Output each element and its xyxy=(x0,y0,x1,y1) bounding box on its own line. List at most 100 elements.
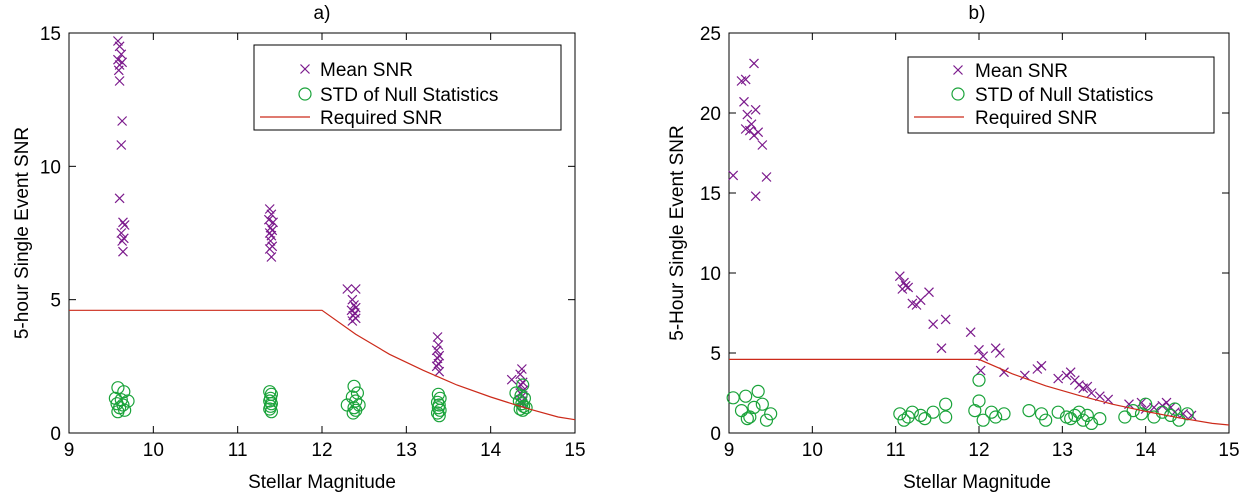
mean-snr-point-a xyxy=(119,220,130,230)
mean-snr-point-a xyxy=(433,340,444,350)
y-tick-label-b: 0 xyxy=(710,424,721,445)
null-std-point-b xyxy=(1147,410,1161,424)
null-std-point-b xyxy=(997,407,1011,421)
required-snr-line-a xyxy=(69,309,576,421)
y-tick-label-b: 25 xyxy=(700,24,721,45)
mean-snr-point-b xyxy=(739,96,749,107)
null-std-point-b xyxy=(901,410,915,424)
null-std-point-b xyxy=(1072,405,1086,419)
null-std-point-b xyxy=(740,412,754,426)
null-std-point-b xyxy=(1126,404,1140,418)
null-std-point-a xyxy=(108,391,122,405)
legend-item-std-b: STD of Null Statistics xyxy=(951,85,1153,106)
null-std-point-a xyxy=(431,401,445,415)
x-tick-label-b: 9 xyxy=(724,440,735,461)
null-std-point-a xyxy=(117,385,131,399)
mean-snr-point-a xyxy=(264,204,275,214)
null-std-point-b xyxy=(926,405,940,419)
mean-snr-point-a xyxy=(117,57,128,68)
mean-snr-point-a xyxy=(114,41,125,52)
mean-snr-point-a xyxy=(114,193,125,204)
mean-snr-point-b xyxy=(1053,373,1064,384)
null-std-point-b xyxy=(726,391,740,405)
null-std-point-b xyxy=(939,397,953,411)
null-std-point-b xyxy=(1168,402,1182,416)
mean-snr-point-a xyxy=(116,140,127,150)
null-std-point-b xyxy=(984,405,999,419)
null-std-point-b xyxy=(747,400,761,414)
mean-snr-point-a xyxy=(265,236,276,246)
null-std-point-b xyxy=(939,410,953,424)
null-std-point-b xyxy=(1051,405,1065,419)
mean-snr-point-a xyxy=(266,209,277,220)
mean-snr-point-a xyxy=(433,358,444,369)
mean-snr-point-a xyxy=(112,54,123,65)
mean-snr-point-a xyxy=(506,374,517,385)
mean-snr-point-a xyxy=(113,65,124,76)
null-std-point-b xyxy=(1076,413,1090,427)
mean-snr-point-a xyxy=(432,332,443,342)
mean-snr-point-b xyxy=(936,343,947,354)
mean-snr-point-b xyxy=(746,119,757,130)
x-axis-label-b: Stellar Magnitude xyxy=(903,472,1051,492)
mean-snr-point-b xyxy=(915,295,926,306)
legend-marker-mean-b xyxy=(953,65,963,75)
null-std-point-a xyxy=(264,405,278,419)
mean-snr-point-b xyxy=(740,74,751,85)
chart-panel-a: a) Stellar Magnitude 5-hour Single Event… xyxy=(12,3,586,492)
y-tick-label-a: 0 xyxy=(50,424,61,445)
x-tick-label-a: 12 xyxy=(311,440,332,461)
null-std-point-b xyxy=(976,413,990,427)
null-std-point-a xyxy=(110,397,124,411)
null-std-point-a xyxy=(516,403,530,417)
mean-snr-point-b xyxy=(1036,360,1047,371)
null-std-point-b xyxy=(1064,412,1078,426)
null-std-point-a xyxy=(433,403,447,417)
mean-snr-point-a xyxy=(117,116,128,126)
null-std-point-b xyxy=(1155,405,1169,419)
mean-snr-point-a xyxy=(263,214,274,225)
legend-a: Mean SNR STD of Null Statistics Required… xyxy=(253,44,562,131)
legend-label-required-b: Required SNR xyxy=(975,108,1098,129)
legend-label-mean-a: Mean SNR xyxy=(320,60,413,81)
mean-snr-point-b xyxy=(928,319,939,330)
mean-snr-point-b xyxy=(1065,367,1076,378)
x-tick-label-a: 15 xyxy=(564,440,585,461)
legend-label-std-b: STD of Null Statistics xyxy=(975,85,1153,106)
null-std-point-a xyxy=(516,378,530,392)
legend-label-std-a: STD of Null Statistics xyxy=(320,85,498,106)
y-axis-label-b: 5-Hour Single Event SNR xyxy=(667,125,688,340)
mean-snr-point-b xyxy=(903,282,914,293)
legend-item-std-a: STD of Null Statistics xyxy=(298,85,498,106)
required-snr-line-b xyxy=(729,358,1230,426)
x-tick-label-a: 11 xyxy=(228,440,248,461)
mean-snr-point-a xyxy=(117,236,128,246)
null-std-point-b xyxy=(972,373,986,387)
null-std-point-a xyxy=(263,394,277,408)
x-tick-label-b: 12 xyxy=(968,440,989,461)
mean-snr-point-a xyxy=(431,345,442,356)
y-tick-label-a: 10 xyxy=(40,157,61,178)
mean-snr-point-b xyxy=(924,287,934,298)
mean-snr-point-a xyxy=(434,366,445,377)
mean-snr-point-a xyxy=(347,316,358,326)
mean-snr-point-a xyxy=(516,364,527,374)
null-std-point-b xyxy=(1080,408,1094,422)
mean-snr-point-b xyxy=(1019,370,1030,381)
null-std-point-b xyxy=(739,389,753,403)
mean-snr-point-b xyxy=(753,127,764,138)
mean-snr-point-b xyxy=(1136,397,1147,408)
mean-snr-point-b xyxy=(750,104,761,115)
null-std-point-a xyxy=(430,406,445,420)
mean-snr-point-b xyxy=(742,109,753,120)
mean-snr-point-a xyxy=(349,300,359,310)
null-std-point-b xyxy=(759,413,774,427)
mean-snr-point-a xyxy=(347,294,358,305)
plot-marks-b xyxy=(726,58,1230,430)
y-tick-label-b: 5 xyxy=(710,344,721,365)
legend-marker-mean-a xyxy=(300,64,310,74)
null-std-point-b xyxy=(755,397,769,411)
legend-item-mean-b: Mean SNR xyxy=(953,61,1068,82)
mean-snr-point-b xyxy=(894,271,905,282)
